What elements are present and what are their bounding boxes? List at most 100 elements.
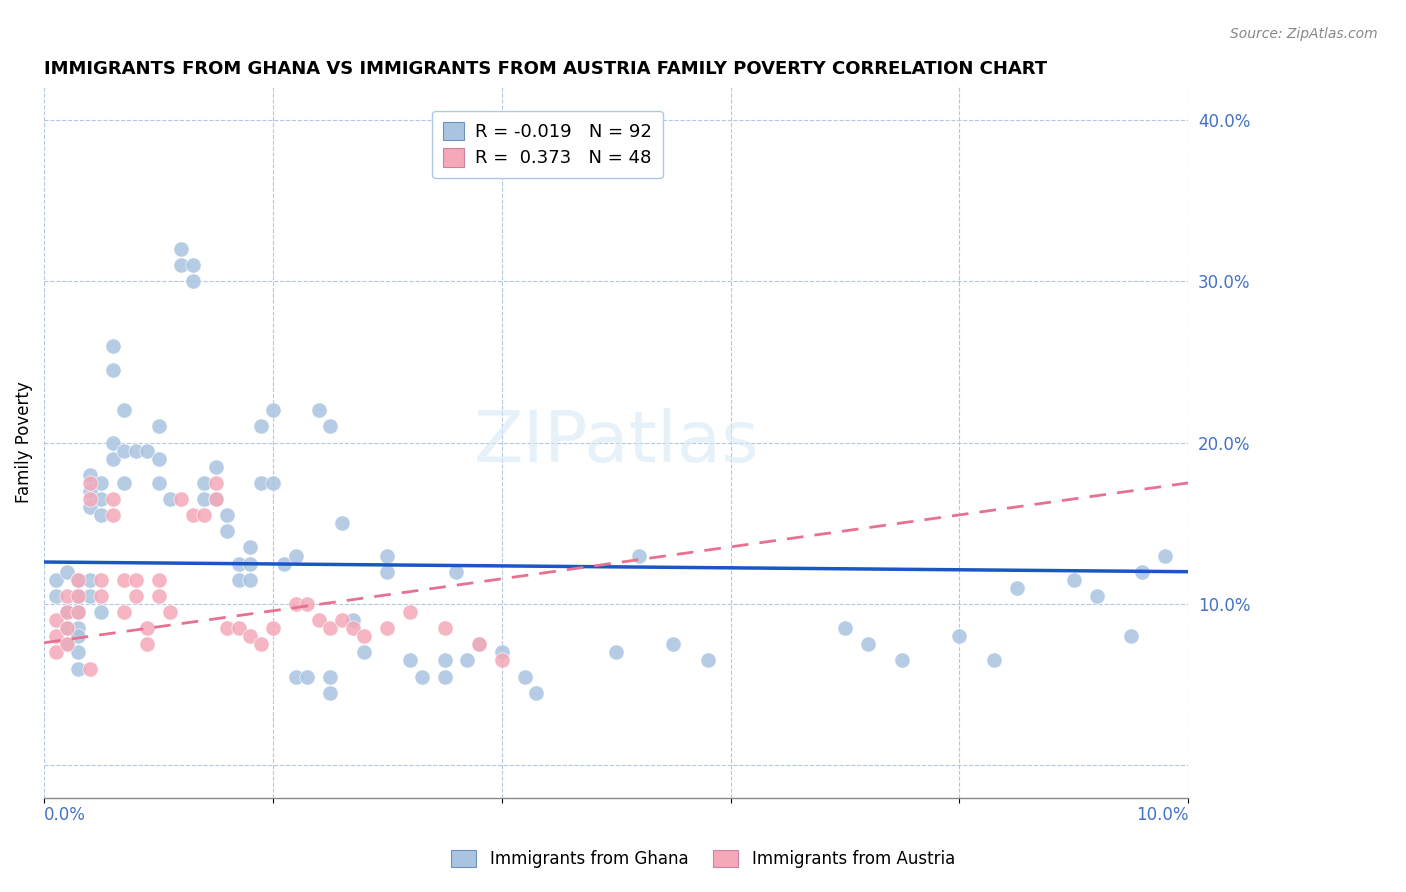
Text: 0.0%: 0.0% <box>44 805 86 823</box>
Point <box>250 475 273 490</box>
Legend: Immigrants from Ghana, Immigrants from Austria: Immigrants from Ghana, Immigrants from A… <box>444 843 962 875</box>
Point <box>148 419 170 434</box>
Point <box>297 597 319 611</box>
Point <box>79 573 101 587</box>
Point <box>342 613 364 627</box>
Point <box>856 637 879 651</box>
Point <box>948 629 970 643</box>
Point <box>56 605 79 619</box>
Point <box>181 508 204 523</box>
Point <box>67 605 90 619</box>
Point <box>319 670 342 684</box>
Point <box>330 516 353 531</box>
Point <box>239 557 262 571</box>
Text: Source: ZipAtlas.com: Source: ZipAtlas.com <box>1230 27 1378 41</box>
Point <box>456 653 478 667</box>
Point <box>627 549 650 563</box>
Point <box>433 670 456 684</box>
Point <box>250 419 273 434</box>
Point <box>79 467 101 482</box>
Point <box>67 645 90 659</box>
Point <box>56 637 79 651</box>
Point <box>228 621 250 635</box>
Point <box>45 613 67 627</box>
Point <box>308 403 330 417</box>
Point <box>217 524 239 539</box>
Point <box>891 653 914 667</box>
Point <box>1132 565 1154 579</box>
Point <box>1063 573 1085 587</box>
Point <box>159 492 181 507</box>
Point <box>148 573 170 587</box>
Point <box>524 686 547 700</box>
Point <box>170 242 193 256</box>
Point <box>90 492 112 507</box>
Point <box>834 621 856 635</box>
Point <box>513 670 536 684</box>
Point <box>67 605 90 619</box>
Point <box>67 661 90 675</box>
Point <box>239 541 262 555</box>
Point <box>662 637 685 651</box>
Point <box>148 475 170 490</box>
Point <box>181 258 204 272</box>
Point <box>375 621 398 635</box>
Point <box>124 443 146 458</box>
Point <box>101 435 124 450</box>
Point <box>56 621 79 635</box>
Point <box>112 443 135 458</box>
Point <box>353 629 375 643</box>
Point <box>228 557 250 571</box>
Point <box>136 443 159 458</box>
Point <box>696 653 718 667</box>
Point <box>67 589 90 603</box>
Point <box>433 621 456 635</box>
Point <box>45 589 67 603</box>
Point <box>204 475 226 490</box>
Point <box>79 475 101 490</box>
Point <box>262 403 284 417</box>
Point <box>170 492 193 507</box>
Point <box>101 363 124 377</box>
Point <box>468 637 491 651</box>
Point <box>79 661 101 675</box>
Point <box>342 621 364 635</box>
Point <box>181 274 204 288</box>
Point <box>444 565 467 579</box>
Point <box>491 645 513 659</box>
Point <box>193 492 215 507</box>
Point <box>90 573 112 587</box>
Point <box>204 492 226 507</box>
Point <box>148 589 170 603</box>
Point <box>56 605 79 619</box>
Point <box>228 573 250 587</box>
Point <box>136 637 159 651</box>
Legend: R = -0.019   N = 92, R =  0.373   N = 48: R = -0.019 N = 92, R = 0.373 N = 48 <box>432 111 664 178</box>
Point <box>1154 549 1177 563</box>
Point <box>319 686 342 700</box>
Point <box>250 637 273 651</box>
Point <box>45 645 67 659</box>
Point <box>79 483 101 498</box>
Point <box>90 589 112 603</box>
Point <box>67 621 90 635</box>
Point <box>90 508 112 523</box>
Text: 10.0%: 10.0% <box>1136 805 1188 823</box>
Point <box>56 621 79 635</box>
Point <box>112 475 135 490</box>
Point <box>136 621 159 635</box>
Point <box>375 565 398 579</box>
Point <box>79 589 101 603</box>
Point <box>284 670 307 684</box>
Point <box>491 653 513 667</box>
Point <box>159 605 181 619</box>
Point <box>124 589 146 603</box>
Point <box>319 419 342 434</box>
Point <box>468 637 491 651</box>
Point <box>399 653 422 667</box>
Point <box>239 629 262 643</box>
Point <box>284 549 307 563</box>
Point <box>67 629 90 643</box>
Point <box>67 573 90 587</box>
Point <box>353 645 375 659</box>
